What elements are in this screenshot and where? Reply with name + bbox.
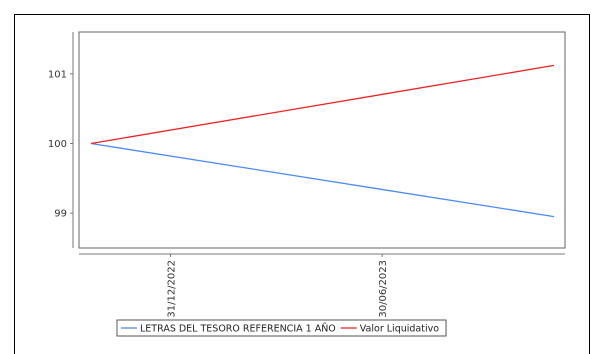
y-tick-label: 100 bbox=[48, 139, 67, 150]
legend-label: LETRAS DEL TESORO REFERENCIA 1 AÑO bbox=[140, 324, 336, 335]
y-axis: 99 100 101 bbox=[48, 32, 74, 248]
series-line bbox=[90, 64, 555, 145]
plot-area bbox=[78, 31, 566, 249]
legend-label: Valor Liquidativo bbox=[360, 324, 439, 335]
legend: LETRAS DEL TESORO REFERENCIA 1 AÑO Valor … bbox=[116, 319, 447, 337]
y-tick-label: 101 bbox=[48, 69, 67, 80]
chart-frame bbox=[14, 14, 590, 354]
series-lines bbox=[90, 64, 555, 218]
x-axis: 31/12/2022 30/06/2023 bbox=[79, 253, 565, 318]
legend-box bbox=[116, 319, 447, 337]
series-line bbox=[90, 142, 555, 218]
x-tick-label: 30/06/2023 bbox=[378, 260, 389, 318]
x-tick-label: 31/12/2022 bbox=[167, 260, 178, 318]
y-tick-label: 99 bbox=[54, 209, 67, 220]
line-chart: 99 100 101 31/12/2022 30/06/2023 LETRAS DEL… bbox=[48, 31, 566, 337]
